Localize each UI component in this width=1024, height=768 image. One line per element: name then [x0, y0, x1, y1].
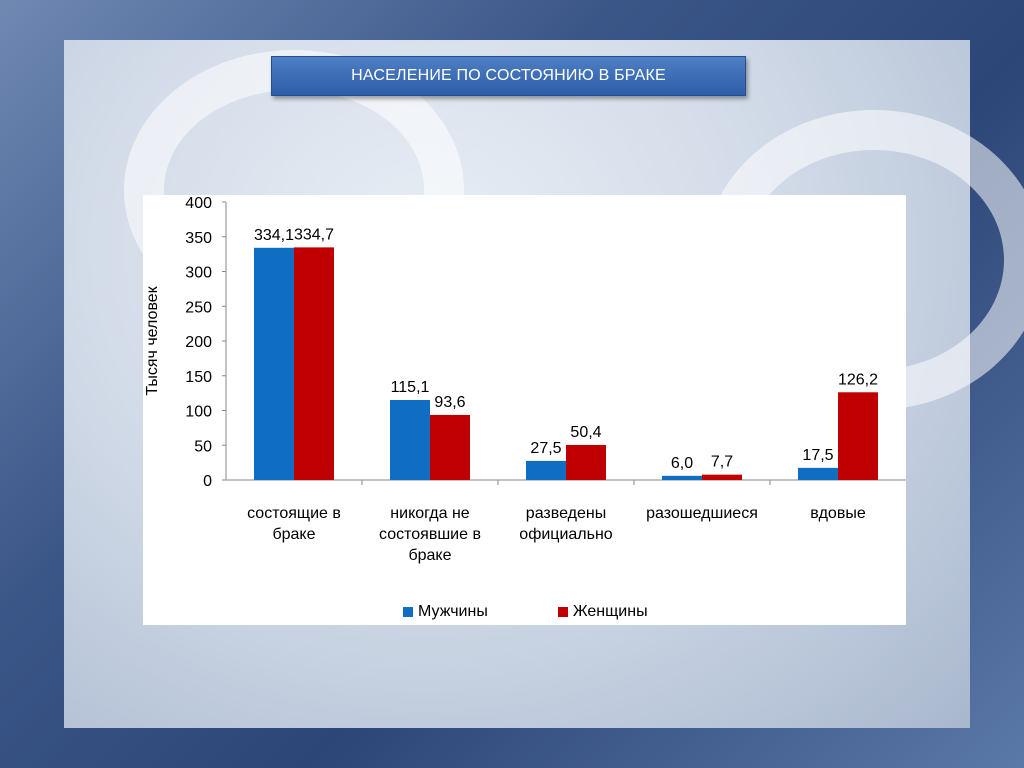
legend-swatch-women — [557, 607, 568, 617]
category-label: состоявшие в — [379, 526, 481, 543]
y-tick-label: 400 — [185, 195, 212, 212]
legend-item-men: Мужчины — [403, 603, 488, 621]
data-label: 27,5 — [530, 440, 561, 457]
category-label: разведены — [526, 505, 606, 522]
slide-title: НАСЕЛЕНИЕ ПО СОСТОЯНИЮ В БРАКЕ — [271, 56, 746, 96]
data-label: 115,1 — [391, 379, 430, 396]
legend-swatch-men — [403, 607, 413, 617]
legend-label-men: Мужчины — [418, 603, 488, 620]
bar-women — [838, 392, 878, 480]
category-label: браке — [408, 547, 451, 564]
bar-women — [702, 474, 742, 480]
y-tick-label: 350 — [185, 230, 212, 247]
category-label: никогда не — [390, 505, 469, 522]
slide-title-text: НАСЕЛЕНИЕ ПО СОСТОЯНИЮ В БРАКЕ — [351, 67, 666, 84]
data-label: 334,7 — [294, 226, 334, 243]
bar-men — [662, 475, 702, 480]
category-label: браке — [272, 526, 315, 543]
legend-item-women: Женщины — [557, 603, 648, 621]
data-label: 93,6 — [434, 394, 465, 411]
bar-women — [566, 444, 606, 480]
category-label: разошедшиеся — [646, 505, 758, 522]
data-label: 7,7 — [711, 454, 733, 471]
bar-women — [430, 414, 470, 480]
category-label: вдовые — [810, 505, 866, 522]
y-axis-label: Тысяч человек — [144, 285, 161, 395]
chart-legend: Мужчины Женщины — [403, 603, 648, 621]
bar-chart: Тысяч человек 0 50 100 150 200 250 300 350 400 334… — [144, 195, 906, 564]
y-tick-label: 300 — [185, 265, 212, 282]
bar-men — [390, 400, 430, 480]
data-label: 17,5 — [802, 447, 833, 464]
legend-label-women: Женщины — [572, 603, 648, 620]
y-tick-label: 150 — [185, 369, 212, 386]
data-label: 126,2 — [838, 371, 878, 388]
category-label: официально — [519, 526, 613, 543]
data-label: 50,4 — [570, 424, 601, 441]
bar-men — [254, 247, 294, 480]
chart-panel: Тысяч человек 0 50 100 150 200 250 300 350 400 334… — [143, 195, 906, 625]
bar-men — [798, 467, 838, 480]
data-label: 334,1 — [254, 227, 294, 244]
category-label: состоящие в — [247, 505, 341, 522]
y-tick-label: 50 — [194, 438, 212, 455]
data-label: 6,0 — [671, 455, 693, 472]
y-tick-label: 100 — [185, 404, 212, 421]
bar-men — [526, 460, 566, 480]
y-tick-label: 0 — [203, 473, 212, 490]
y-tick-label: 200 — [185, 334, 212, 351]
y-tick-label: 250 — [185, 299, 212, 316]
bar-women — [294, 247, 334, 480]
